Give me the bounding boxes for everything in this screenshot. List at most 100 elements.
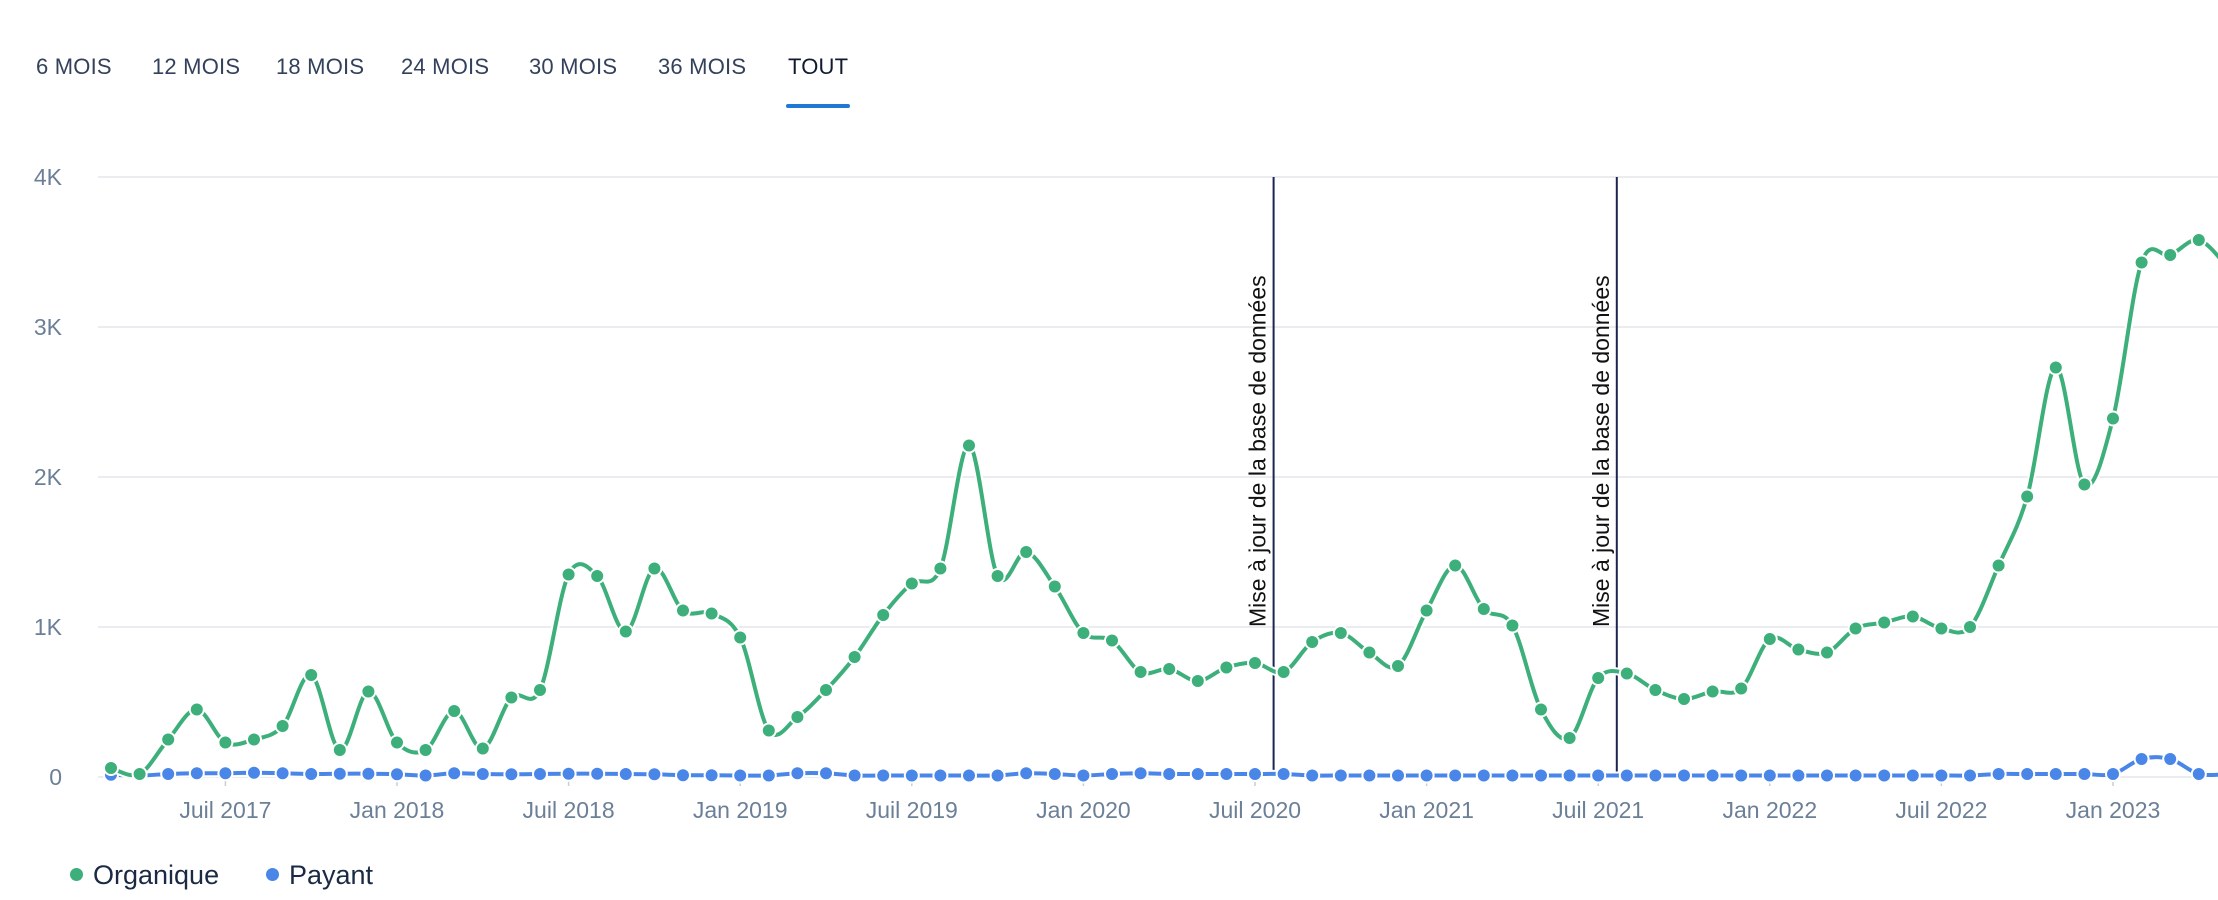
tab-6-mois[interactable]: 6 MOIS [36,54,112,79]
x-tick-label: Juil 2017 [179,797,271,823]
data-point-organique [560,566,577,583]
data-point-payant [1647,767,1664,784]
data-point-payant [274,765,291,782]
tab-30-mois[interactable]: 30 MOIS [529,54,618,79]
data-point-payant [1418,767,1435,784]
data-point-organique [103,760,119,776]
data-point-payant [1475,767,1492,784]
annotation-label: Mise à jour de la base de données [1245,275,1271,627]
data-point-payant [1332,767,1349,784]
data-point-organique [846,649,863,665]
legend-item-organique[interactable]: Organique [70,860,219,891]
data-point-payant [360,765,377,782]
data-point-payant [1132,765,1149,782]
data-point-organique [903,575,920,592]
data-point-payant [1018,765,1035,782]
data-point-organique [1018,544,1035,560]
data-point-payant [217,765,234,782]
tab-36-mois[interactable]: 36 MOIS [658,54,747,79]
data-point-organique [589,568,606,584]
traffic-line-chart: 0 1K 2K 3K 4K Juil 2017 Jan 2018 Juil 2018 Jan 2… [34,164,2218,823]
data-point-organique [217,734,234,751]
data-point-payant [2162,751,2179,767]
data-point-organique [131,766,148,782]
data-point-organique [1475,601,1492,617]
data-point-payant [1733,767,1750,784]
data-point-payant [1618,767,1635,784]
data-point-payant [1761,767,1778,784]
data-point-organique [2047,359,2064,376]
x-tick-label: Jan 2019 [693,797,788,823]
data-point-organique [1590,670,1607,686]
data-point-organique [417,742,434,758]
data-point-payant [1104,766,1120,782]
data-point-organique [1189,673,1206,689]
data-point-organique [1933,620,1950,637]
data-point-organique [2076,476,2093,493]
data-point-organique [789,709,806,725]
data-point-payant [1390,767,1406,784]
data-point-payant [560,765,577,782]
data-point-payant [503,766,520,783]
data-point-payant [1075,767,1092,784]
data-point-organique [1819,644,1835,661]
data-point-organique [675,602,691,619]
tab-tout[interactable]: TOUT [788,54,849,79]
data-point-organique [2190,232,2207,248]
legend-item-payant[interactable]: Payant [266,860,373,891]
data-point-organique [703,605,720,622]
data-point-payant [1933,767,1950,784]
tab-18-mois[interactable]: 18 MOIS [276,54,365,79]
data-point-organique [732,629,749,646]
data-point-organique [1676,691,1692,707]
data-point-organique [1075,625,1092,641]
data-point-payant [1275,766,1292,782]
data-point-payant [1962,767,1978,784]
data-point-organique [1790,641,1807,658]
data-point-organique [818,682,834,698]
data-point-organique [1533,701,1549,718]
data-point-payant [617,766,634,782]
legend-dot-organique [70,868,83,882]
data-point-organique [303,667,320,683]
data-point-payant [1990,766,2007,782]
data-point-organique [1904,608,1921,625]
data-point-payant [1676,767,1692,784]
data-point-organique [1104,632,1120,649]
tab-12-mois[interactable]: 12 MOIS [152,54,241,79]
data-point-organique [1962,619,1978,635]
data-point-organique [331,742,348,758]
data-point-payant [1561,767,1578,784]
data-point-organique [1390,658,1406,674]
data-point-organique [1647,682,1664,698]
data-point-organique [1218,659,1235,676]
data-point-organique [1361,644,1378,661]
data-point-payant [760,767,777,784]
data-point-organique [1504,617,1521,634]
data-point-organique [875,607,892,623]
data-point-organique [389,734,405,751]
data-point-payant [1046,766,1063,782]
x-tick-label: Juil 2022 [1895,797,1987,823]
data-point-payant [303,766,320,782]
data-point-payant [2019,766,2036,782]
data-point-payant [1876,767,1893,784]
tab-24-mois[interactable]: 24 MOIS [401,54,490,79]
data-point-payant [160,766,177,782]
data-point-organique [760,722,777,739]
data-point-organique [1132,664,1149,680]
data-point-payant [1819,767,1835,784]
y-tick-label: 1K [34,614,63,640]
data-point-payant [1847,767,1864,784]
data-point-payant [732,767,749,784]
data-point-payant [1189,766,1206,782]
data-point-payant [1504,767,1521,784]
x-tick-label: Juil 2021 [1552,797,1644,823]
data-point-organique [503,689,520,706]
data-point-organique [617,623,634,640]
data-point-organique [1876,614,1893,631]
data-point-payant [417,767,434,784]
data-point-payant [1533,767,1549,784]
data-point-payant [2076,766,2093,782]
data-point-payant [1790,767,1807,784]
